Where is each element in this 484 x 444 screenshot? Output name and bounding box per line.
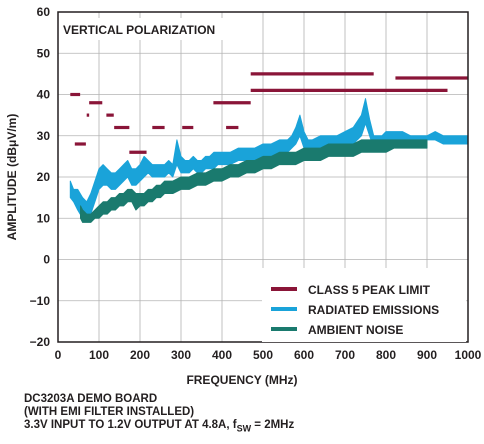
- chart: −20 −10 0 10 20 30 40 50 60 0 100 200 300 400 500 600 7…: [5, 5, 482, 387]
- x-tick-label: 600: [294, 348, 314, 362]
- caption-line-3-suffix: = 2MHz: [251, 419, 295, 431]
- y-tick-label: 60: [37, 5, 51, 19]
- y-tick-labels: −20 −10 0 10 20 30 40 50 60: [30, 5, 51, 349]
- y-tick-label: 10: [37, 211, 51, 225]
- legend-label-ambient-noise: AMBIENT NOISE: [308, 323, 403, 337]
- x-tick-label: 700: [335, 348, 355, 362]
- x-axis-title: FREQUENCY (MHz): [186, 373, 297, 387]
- y-tick-label: 30: [37, 129, 51, 143]
- caption-line-3-subscript: SW: [236, 423, 252, 434]
- x-tick-label: 800: [376, 348, 396, 362]
- x-tick-label: 500: [253, 348, 273, 362]
- y-tick-label: 0: [43, 253, 50, 267]
- x-tick-label: 300: [171, 348, 191, 362]
- x-tick-label: 400: [212, 348, 232, 362]
- x-tick-label: 900: [417, 348, 437, 362]
- caption-line-3-prefix: 3.3V INPUT TO 1.2V OUTPUT AT 4.8A, f: [24, 419, 237, 431]
- chart-title: VERTICAL POLARIZATION: [63, 23, 215, 37]
- caption-line-3: 3.3V INPUT TO 1.2V OUTPUT AT 4.8A, fSW =…: [24, 419, 294, 435]
- y-axis-title: AMPLITUDE (dBμV/m): [5, 114, 19, 241]
- title-background: [60, 18, 244, 40]
- x-tick-label: 200: [130, 348, 150, 362]
- caption-line-1: DC3203A DEMO BOARD: [24, 393, 158, 405]
- y-tick-label: 20: [37, 170, 51, 184]
- caption-line-2: (WITH EMI FILTER INSTALLED): [24, 406, 195, 418]
- legend-label-class5-peak-limit: CLASS 5 PEAK LIMIT: [308, 283, 431, 297]
- y-tick-label: −10: [30, 294, 51, 308]
- series-band-ambient-noise: [80, 139, 428, 223]
- y-tick-label: 40: [37, 88, 51, 102]
- y-tick-label: −20: [30, 335, 51, 349]
- x-tick-label: 100: [89, 348, 109, 362]
- caption: DC3203A DEMO BOARD (WITH EMI FILTER INST…: [24, 393, 294, 435]
- x-tick-label: 0: [55, 348, 62, 362]
- legend: CLASS 5 PEAK LIMIT RADIATED EMISSIONS AM…: [262, 268, 466, 342]
- limit-layer: [70, 72, 468, 154]
- x-tick-label: 1000: [455, 348, 482, 362]
- y-tick-label: 50: [37, 46, 51, 60]
- legend-label-radiated-emissions: RADIATED EMISSIONS: [308, 303, 439, 317]
- x-tick-labels: 0 100 200 300 400 500 600 700 800 900 1000: [55, 348, 482, 362]
